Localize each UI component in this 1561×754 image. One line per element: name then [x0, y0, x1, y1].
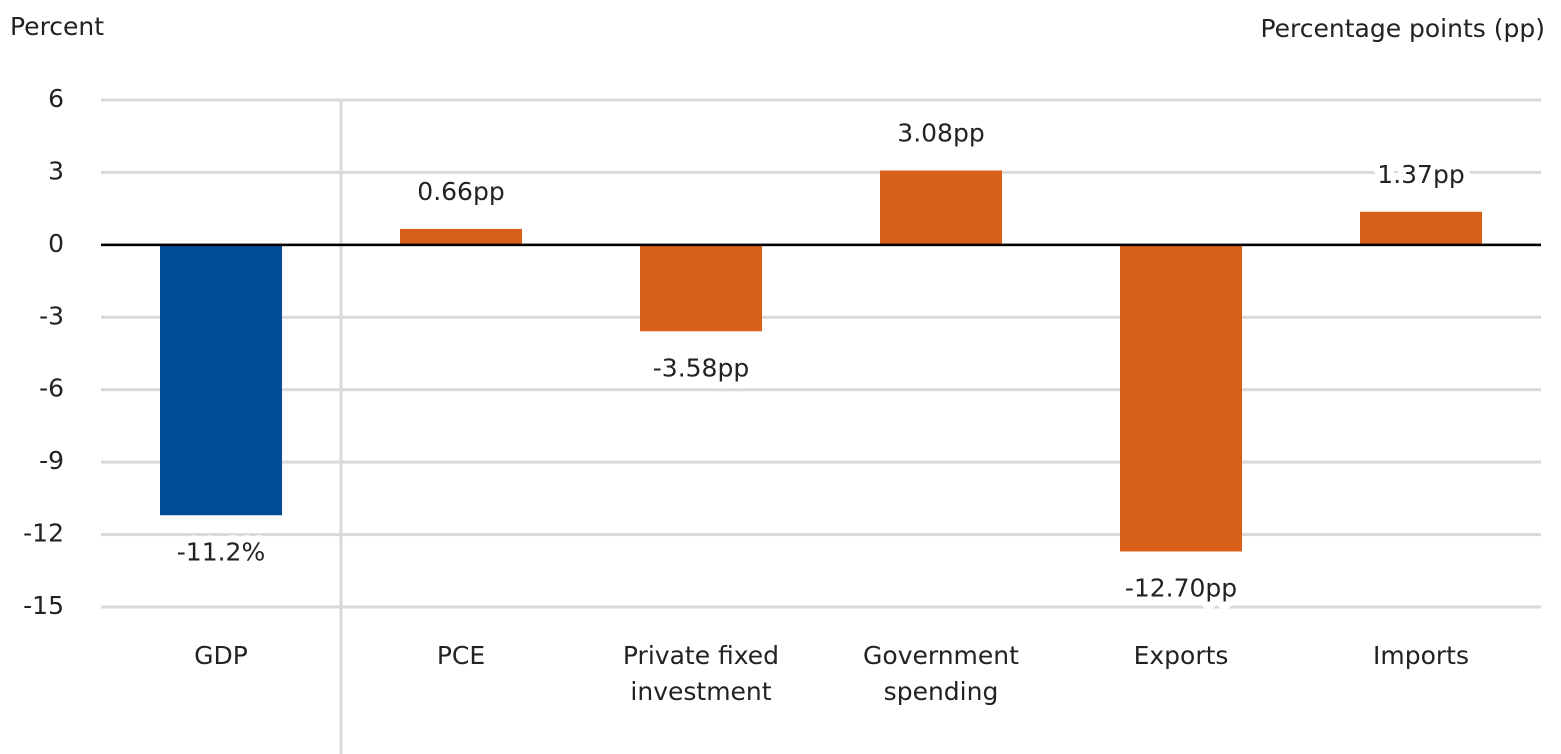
y-tick-label: -9 — [39, 446, 64, 475]
x-tick-label: PCE — [436, 641, 486, 670]
x-tick-label: Imports — [1373, 641, 1469, 670]
y-tick-label: 0 — [48, 229, 64, 258]
x-tick-label: Private fixed investment — [622, 641, 780, 706]
y-tick-label: -15 — [23, 591, 64, 620]
data-label: 1.37pp — [1377, 160, 1464, 189]
bar — [1120, 244, 1242, 552]
x-tick-label: Exports — [1133, 641, 1229, 670]
data-label: 3.08pp — [897, 118, 984, 147]
x-tick-label: Government spending — [863, 641, 1019, 706]
bar — [640, 244, 762, 332]
y-tick-label: -3 — [39, 301, 64, 330]
y-tick-label: -12 — [23, 519, 64, 548]
data-label: -3.58pp — [653, 353, 749, 382]
bar — [160, 244, 282, 516]
bar — [400, 228, 522, 245]
y-tick-label: 3 — [48, 156, 64, 185]
bar — [880, 170, 1002, 245]
y-tick-label: -6 — [39, 374, 64, 403]
data-label: -12.70pp — [1125, 573, 1237, 602]
data-label: 0.66pp — [417, 177, 504, 206]
y2-axis-label: Percentage points (pp) — [1260, 14, 1545, 43]
y-axis-label: Percent — [10, 12, 104, 41]
bar — [1360, 211, 1482, 245]
x-tick-label: GDP — [194, 641, 248, 670]
y-tick-label: 6 — [48, 84, 64, 113]
data-label: -11.2% — [177, 537, 265, 566]
